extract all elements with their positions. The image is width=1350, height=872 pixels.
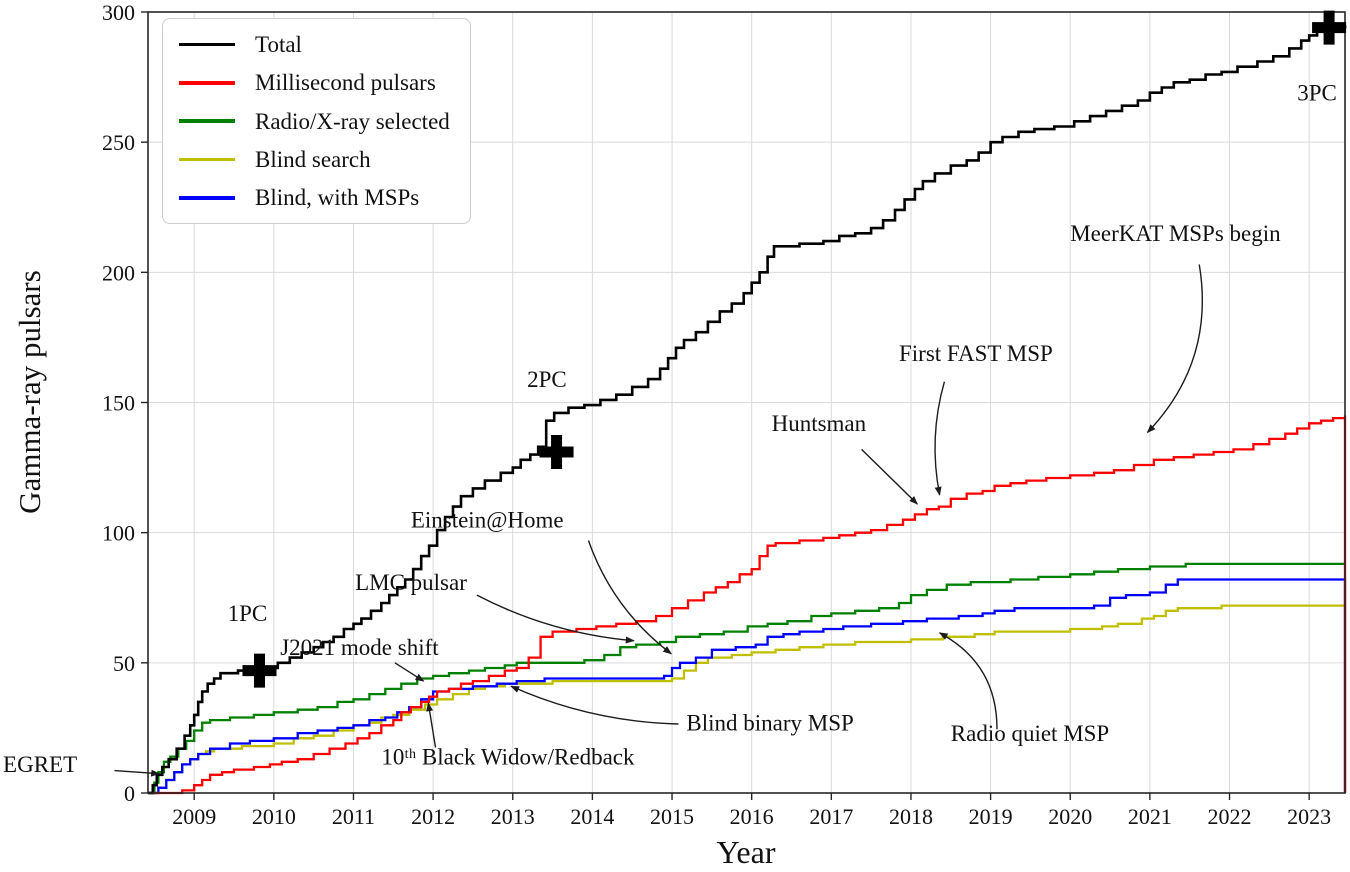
x-tick-label: 2012 [411,804,455,829]
y-tick-label: 50 [113,651,135,676]
legend-label: Blind, with MSPs [255,185,420,211]
legend-swatch-blind-with-msps [179,196,235,200]
legend-swatch-millisecond-pulsars [179,81,235,85]
legend-label: Blind search [255,146,371,172]
x-tick-label: 2015 [650,804,694,829]
annotation-arrow-einstein-home [587,540,673,655]
series-line-blind-with-msps [148,578,1347,795]
annotation-j2021-mode-shift: J2021 mode shift [280,635,439,660]
catalog-marker-1pc [242,653,277,688]
annotation-einstein-home: Einstein@Home [411,507,564,532]
catalog-marker-3pc [1312,10,1347,45]
x-tick-label: 2017 [809,804,853,829]
annotation-first-fast-msp: First FAST MSP [899,341,1053,366]
x-tick-label: 2018 [889,804,933,829]
y-axis-title: Gamma-ray pulsars [12,270,47,514]
x-tick-label: 2023 [1287,804,1331,829]
annotation-10-black-widow-redback: 10ᵗʰ Black Widow/Redback [381,744,635,769]
x-tick-label: 2010 [252,804,296,829]
legend-item-radio-x-ray-selected: Radio/X-ray selected [179,109,450,134]
series-line-total [148,25,1347,795]
legend: Total Millisecond pulsars Radio/X-ray sele… [162,18,471,225]
x-tick-label: 2013 [491,804,535,829]
legend-swatch-radio-x-ray-selected [179,119,235,123]
annotation-1pc: 1PC [228,601,268,626]
axis-ticks: 2009 2010 2011 2012 2013 2014 2015 2016 2017 2018… [102,0,1331,829]
y-tick-label: 0 [124,781,135,806]
legend-label: Millisecond pulsars [255,70,436,96]
annotation-arrow-lmc-pulsar [476,594,635,644]
y-tick-label: 300 [102,0,135,25]
x-tick-label: 2016 [730,804,774,829]
x-tick-label: 2014 [570,804,614,829]
legend-item-blind-with-msps: Blind, with MSPs [179,185,450,210]
catalog-marker-2pc [539,434,574,469]
annotation-huntsman: Huntsman [772,411,867,436]
legend-item-blind-search: Blind search [179,147,450,172]
legend-label: Radio/X-ray selected [255,108,450,134]
legend-item-total: Total [179,32,450,57]
annotation-arrow-radio-quiet-msp [938,632,998,730]
y-tick-label: 200 [102,260,135,285]
legend-label: Total [255,32,302,57]
x-tick-label: 2021 [1128,804,1172,829]
y-tick-label: 250 [102,130,135,155]
annotation-arrow-j2021-mode-shift [394,662,425,682]
annotation-egret: EGRET [3,752,77,777]
x-tick-label: 2009 [172,804,216,829]
annotation-meerkat-msps-begin: MeerKAT MSPs begin [1070,221,1281,246]
annotation-radio-quiet-msp: Radio quiet MSP [951,721,1109,746]
legend-swatch-blind-search [179,157,235,162]
annotation-blind-binary-msp: Blind binary MSP [686,711,853,736]
annotation-3pc: 3PC [1297,81,1337,106]
y-tick-label: 150 [102,391,135,416]
x-tick-label: 2020 [1048,804,1092,829]
annotation-arrow-blind-binary-msp [510,685,679,725]
series-line-radio-x-ray-selected [148,562,1345,795]
annotation-2pc: 2PC [527,367,567,392]
x-tick-label: 2022 [1208,804,1252,829]
annotation-arrow-10-black-widow-redback [426,702,437,748]
annotation-arrow-first-fast-msp [934,381,946,496]
annotation-arrow-huntsman [861,448,919,505]
x-tick-label: 2019 [969,804,1013,829]
x-axis-title: Year [716,834,776,870]
series-line-blind-search [148,604,1345,795]
annotation-arrow-egret [114,769,161,777]
y-tick-label: 100 [102,521,135,546]
annotation-arrow-meerkat-msps-begin [1146,264,1204,434]
legend-item-millisecond-pulsars: Millisecond pulsars [179,70,450,95]
annotation-lmc-pulsar: LMC pulsar [355,570,467,595]
series-line-millisecond-pulsars [148,415,1347,795]
legend-swatch-total [179,42,235,47]
x-tick-label: 2011 [332,804,375,829]
